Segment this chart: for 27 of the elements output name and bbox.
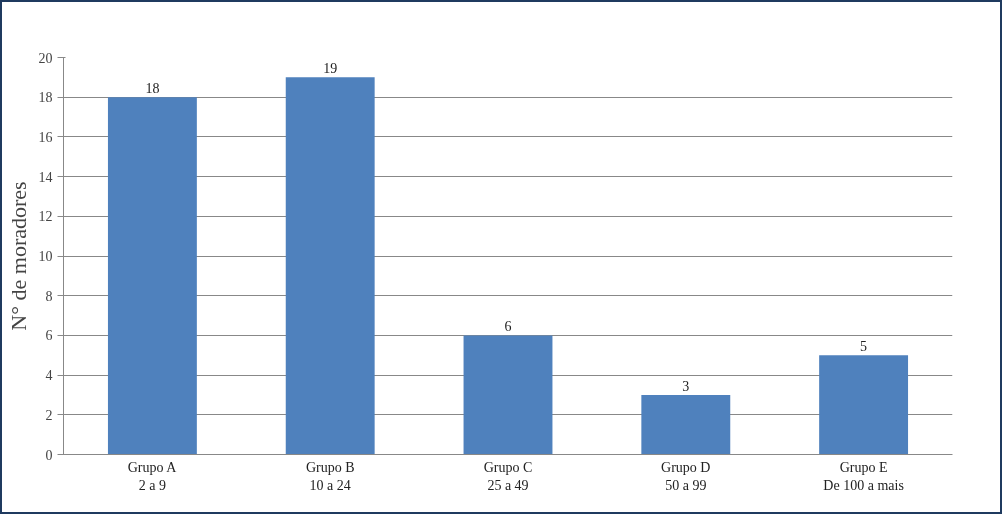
- y-tick-label: 20: [38, 50, 53, 66]
- y-tick-label: 18: [38, 90, 53, 106]
- y-tick-label: 16: [38, 129, 53, 145]
- x-tick-label: Grupo E De 100 a mais: [823, 459, 904, 493]
- y-axis-title: N° de moradores: [5, 181, 31, 331]
- y-tick-label: 14: [38, 169, 53, 185]
- x-tick-label: Grupo C 25 a 49: [483, 459, 533, 493]
- x-tick-label: Grupo B 10 a 24: [305, 459, 355, 493]
- bar: [641, 394, 731, 455]
- x-tick-label: Grupo A 2 a 9: [127, 459, 178, 493]
- y-tick-label: 10: [38, 249, 53, 264]
- bar: [107, 97, 197, 455]
- data-label: 18: [145, 81, 160, 97]
- y-tick-label: 0: [45, 447, 53, 463]
- data-label: 3: [682, 378, 690, 394]
- data-label: 6: [504, 319, 512, 335]
- x-tick-label: Grupo D 50 a 99: [661, 459, 711, 493]
- data-label: 5: [860, 339, 868, 355]
- bar: [819, 355, 909, 455]
- bar: [463, 335, 553, 455]
- y-tick-label: 8: [45, 288, 53, 304]
- bar: [285, 77, 375, 455]
- y-tick-label: 6: [45, 328, 53, 344]
- y-tick-label: 4: [45, 368, 53, 384]
- y-tick-label: 12: [38, 209, 53, 225]
- data-label: 19: [323, 61, 338, 77]
- y-tick-label: 2: [45, 407, 53, 423]
